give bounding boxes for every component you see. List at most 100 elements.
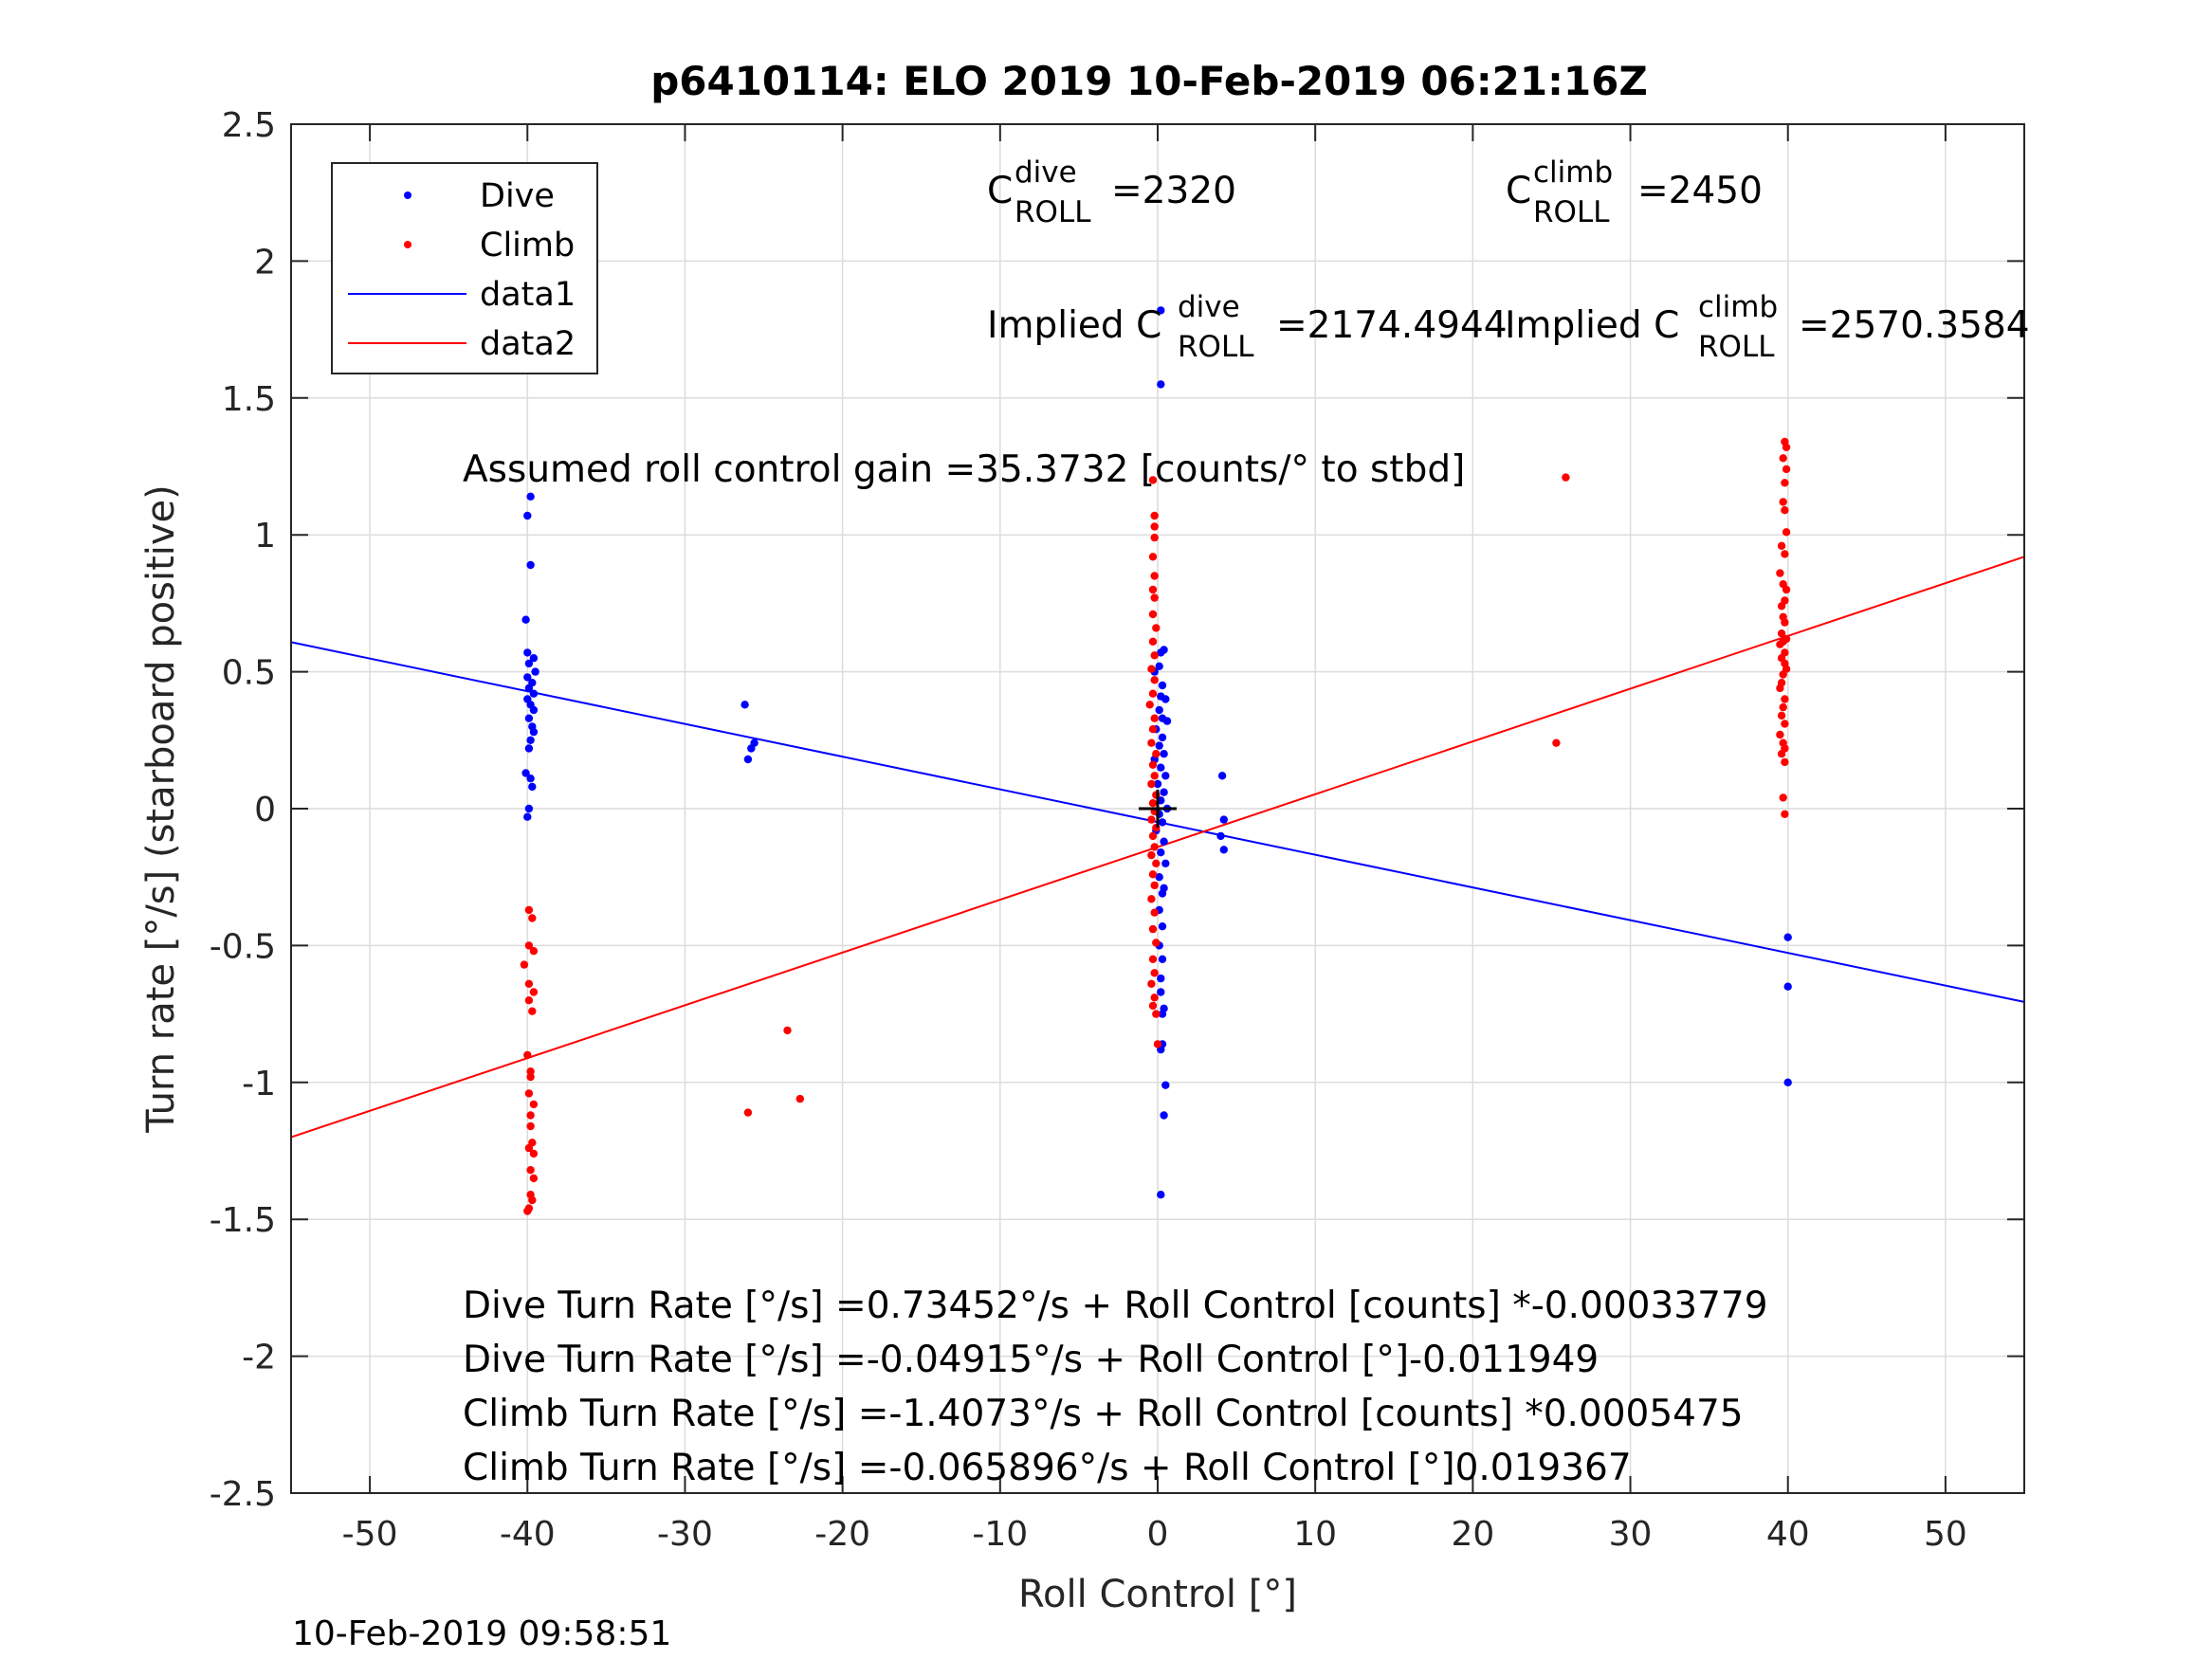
point-climb	[1781, 810, 1789, 818]
point-dive	[526, 560, 535, 570]
x-tick-label: -40	[500, 1515, 556, 1554]
point-dive	[529, 654, 539, 663]
point-climb	[1152, 939, 1161, 947]
point-climb	[1148, 924, 1158, 934]
point-climb	[1145, 701, 1154, 709]
point-climb	[528, 1007, 537, 1015]
point-climb	[1148, 553, 1158, 561]
x-tick-label: -10	[972, 1515, 1028, 1554]
point-climb	[1777, 629, 1786, 638]
point-climb	[524, 996, 534, 1005]
point-dive	[529, 689, 539, 698]
point-dive	[524, 684, 534, 693]
point-dive	[523, 812, 532, 821]
point-climb	[1148, 610, 1158, 619]
point-dive	[1158, 922, 1167, 931]
c-dive-value: =2320	[1111, 170, 1236, 212]
point-dive	[1155, 662, 1163, 670]
point-climb	[1150, 908, 1159, 917]
point-climb	[1776, 684, 1784, 693]
point-dive	[528, 782, 537, 792]
point-climb	[1148, 799, 1158, 808]
point-climb	[1150, 714, 1159, 722]
chart-title: p6410114: ELO 2019 10-Feb-2019 06:21:16Z	[650, 58, 1648, 104]
annotation-gain: Assumed roll control gain =35.3732 [coun…	[463, 448, 1465, 491]
point-climb	[529, 1174, 539, 1183]
point-dive	[1783, 982, 1792, 991]
point-dive	[747, 744, 756, 753]
point-climb	[795, 1094, 804, 1103]
point-climb	[1777, 711, 1786, 720]
point-climb	[1782, 465, 1791, 474]
point-climb	[1150, 651, 1159, 660]
point-climb	[1152, 1010, 1161, 1018]
legend-dive-marker	[404, 191, 411, 199]
point-climb	[1781, 550, 1789, 558]
point-climb	[529, 988, 539, 996]
c-climb-sup: climb	[1533, 155, 1613, 190]
point-dive	[1217, 772, 1227, 780]
point-climb	[1147, 979, 1156, 989]
point-climb	[1777, 750, 1786, 758]
point-dive	[740, 701, 749, 709]
point-climb	[1147, 738, 1156, 747]
point-dive	[1783, 1078, 1792, 1087]
implied-climb-prefix: Implied C	[1505, 304, 1679, 347]
point-dive	[523, 511, 532, 520]
point-dive	[521, 615, 530, 624]
point-climb	[1150, 522, 1159, 531]
point-climb	[1147, 779, 1156, 789]
point-climb	[529, 1100, 539, 1109]
point-climb	[783, 1026, 792, 1035]
point-climb	[1148, 760, 1158, 769]
point-climb	[1150, 843, 1159, 851]
legend-climb-label: Climb	[480, 227, 575, 264]
x-tick-label: 20	[1451, 1515, 1494, 1554]
point-climb	[1781, 479, 1789, 487]
point-climb	[1779, 670, 1787, 679]
implied-dive-prefix: Implied C	[987, 304, 1161, 347]
y-axis-label: Turn rate [°/s] (starboard positive)	[139, 484, 183, 1134]
point-climb	[1148, 637, 1158, 646]
point-dive	[524, 804, 534, 813]
point-climb	[526, 1166, 535, 1175]
point-climb	[1781, 618, 1789, 627]
point-dive	[1155, 705, 1163, 715]
point-climb	[1147, 895, 1156, 903]
point-dive	[529, 705, 539, 715]
point-dive	[743, 755, 753, 764]
point-dive	[526, 775, 535, 783]
annotation-implied-dive: Implied C dive ROLL =2174.4944	[987, 290, 1508, 364]
point-dive	[1160, 788, 1168, 796]
point-dive	[524, 744, 534, 753]
point-dive	[521, 769, 530, 777]
annotation-implied-climb: Implied C climb ROLL =2570.3584	[1505, 290, 2030, 364]
point-climb	[1777, 541, 1786, 550]
y-tick-label: 2.5	[222, 106, 276, 145]
point-climb	[1153, 1040, 1162, 1048]
point-climb	[528, 1195, 537, 1205]
c-dive-sup: dive	[1015, 155, 1077, 190]
point-climb	[1150, 676, 1159, 684]
implied-climb-sub: ROLL	[1698, 330, 1775, 364]
x-axis-label: Roll Control [°]	[1018, 1573, 1297, 1616]
point-dive	[1155, 741, 1163, 750]
point-dive	[1153, 779, 1162, 789]
point-climb	[1147, 665, 1156, 673]
implied-climb-value: =2570.3584	[1799, 304, 2030, 347]
point-climb	[1148, 955, 1158, 963]
implied-climb-sup: climb	[1698, 290, 1778, 324]
point-climb	[1776, 730, 1784, 739]
point-climb	[1147, 815, 1156, 824]
point-climb	[1781, 695, 1789, 703]
point-climb	[1148, 585, 1158, 594]
y-tick-label: 1.5	[222, 380, 276, 419]
point-dive	[1161, 695, 1170, 703]
legend: Dive Climb data1 data2	[331, 162, 598, 374]
point-climb	[1781, 757, 1789, 767]
point-dive	[1161, 859, 1170, 867]
point-climb	[524, 905, 534, 915]
point-climb	[1148, 476, 1158, 484]
point-dive	[1158, 818, 1167, 827]
point-climb	[529, 947, 539, 956]
